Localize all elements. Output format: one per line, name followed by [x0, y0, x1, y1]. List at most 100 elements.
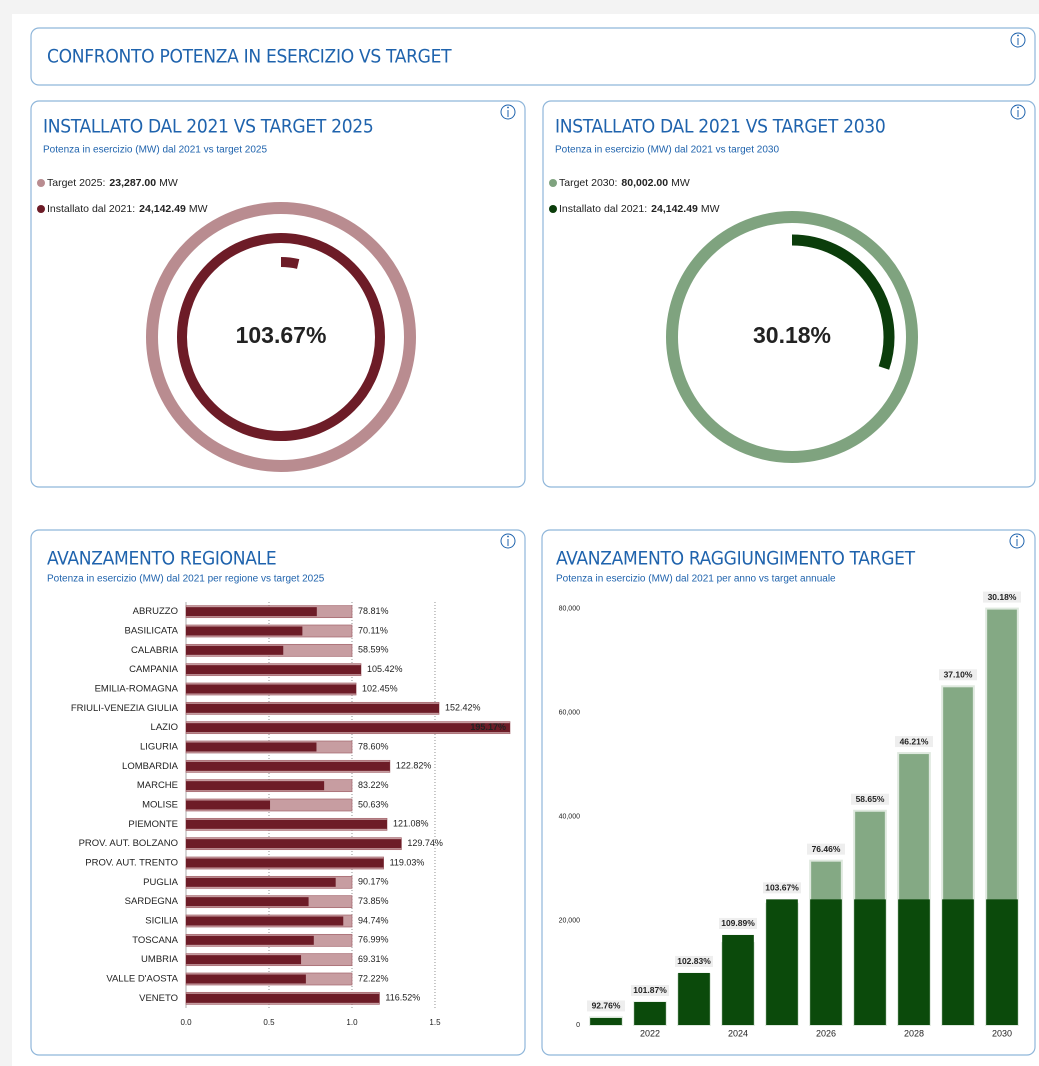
- panel: [30, 529, 526, 1056]
- target-ring: [666, 211, 918, 463]
- category-label: LOMBARDIA: [122, 761, 179, 772]
- chart-subtitle: Potenza in esercizio (MW) dal 2021 vs ta…: [43, 145, 267, 156]
- chart-title: AVANZAMENTO REGIONALE: [47, 548, 276, 570]
- bar: [186, 665, 361, 675]
- annotation-bg: [763, 882, 801, 894]
- x-tick-label: 2030: [992, 1028, 1012, 1038]
- annotation-bg: [983, 591, 1021, 603]
- value-label: 72.22%: [358, 973, 389, 983]
- value-label: 129.74%: [407, 838, 443, 848]
- category-label: FRIULI-VENEZIA GIULIA: [71, 703, 179, 714]
- bar: [898, 899, 930, 1025]
- value-label: 121.08%: [393, 819, 429, 829]
- info-icon[interactable]: [1009, 533, 1025, 549]
- legend-name: Installato dal 2021:: [559, 203, 647, 215]
- legend-entry: Installato dal 2021: 24,142.49 MW: [559, 203, 720, 215]
- legend-unit: MW: [159, 177, 178, 189]
- bar: [186, 935, 314, 945]
- y-tick-label: 80,000: [559, 605, 581, 612]
- chart-subtitle: Potenza in esercizio (MW) dal 2021 per a…: [556, 574, 836, 585]
- legend-name: Installato dal 2021:: [47, 203, 135, 215]
- category-label: SARDEGNA: [125, 896, 179, 907]
- y-tick-label: 60,000: [559, 710, 581, 717]
- category-label: CAMPANIA: [129, 664, 179, 675]
- y-tick-label: 0: [576, 1022, 580, 1029]
- value-label: 94.74%: [358, 915, 389, 925]
- x-tick-label: 1.5: [429, 1018, 441, 1027]
- x-tick-label: 1.0: [346, 1018, 358, 1027]
- legend-entry: Target 2025: 23,287.00 MW: [47, 177, 178, 189]
- bar: [722, 934, 754, 1025]
- header-panel: [30, 27, 1036, 86]
- x-tick-label: 2028: [904, 1028, 924, 1038]
- bar: [186, 723, 510, 733]
- bar: [986, 899, 1018, 1025]
- annotation-bg: [939, 669, 977, 681]
- legend-swatch: [549, 205, 557, 213]
- panel: [30, 100, 526, 488]
- chart-title: INSTALLATO DAL 2021 VS TARGET 2025: [43, 116, 373, 138]
- legend-unit: MW: [671, 177, 690, 189]
- value-label: 90.17%: [358, 877, 389, 887]
- value-label: 152.42%: [445, 703, 481, 713]
- x-tick-label: 2026: [816, 1028, 836, 1038]
- x-tick-label: 2024: [728, 1028, 748, 1038]
- legend-value: 24,142.49: [651, 203, 698, 215]
- chart-title: AVANZAMENTO RAGGIUNGIMENTO TARGET: [556, 548, 916, 570]
- bar: [186, 858, 384, 868]
- chart-subtitle: Potenza in esercizio (MW) dal 2021 per r…: [47, 574, 325, 585]
- info-icon[interactable]: [1010, 104, 1026, 120]
- bar: [186, 800, 271, 810]
- bar: [186, 607, 317, 617]
- header-title: CONFRONTO POTENZA IN ESERCIZIO VS TARGET: [47, 46, 452, 68]
- y-tick-label: 20,000: [559, 918, 581, 925]
- value-label: 70.11%: [358, 625, 388, 635]
- category-label: BASILICATA: [125, 626, 179, 637]
- value-label: 78.81%: [358, 606, 389, 616]
- annotation: 76.46%: [812, 844, 841, 854]
- info-icon[interactable]: [500, 533, 516, 549]
- category-label: PROV. AUT. BOLZANO: [79, 838, 178, 849]
- center-label: 30.18%: [753, 322, 831, 348]
- category-label: VENETO: [139, 993, 178, 1004]
- annotation: 58.65%: [856, 794, 885, 804]
- annotation: 92.76%: [592, 1001, 621, 1011]
- annotation: 30.18%: [988, 592, 1017, 602]
- legend-entry: Target 2030: 80,002.00 MW: [559, 177, 690, 189]
- annotation: 109.89%: [721, 918, 755, 928]
- value-label: 50.63%: [358, 799, 389, 809]
- legend-value: 80,002.00: [621, 177, 668, 189]
- bar: [590, 1017, 622, 1025]
- bar: [186, 742, 317, 752]
- panel: [542, 100, 1036, 488]
- chart-subtitle: Potenza in esercizio (MW) dal 2021 vs ta…: [555, 145, 779, 156]
- category-label: TOSCANA: [132, 935, 178, 946]
- value-label: 122.82%: [396, 761, 432, 771]
- legend-swatch: [37, 205, 45, 213]
- category-label: PIEMONTE: [128, 819, 178, 830]
- legend-swatch: [549, 179, 557, 187]
- bar: [186, 781, 325, 791]
- category-label: PUGLIA: [143, 877, 179, 888]
- value-label: 76.99%: [358, 935, 389, 945]
- bar: [186, 645, 284, 655]
- installed-arc: [280, 257, 300, 269]
- info-icon[interactable]: [1010, 32, 1026, 48]
- category-label: MOLISE: [142, 800, 178, 811]
- x-tick-label: 2022: [640, 1028, 660, 1038]
- bar: [186, 993, 380, 1003]
- info-icon[interactable]: [500, 104, 516, 120]
- category-label: CALABRIA: [131, 645, 179, 656]
- target-ring: [146, 202, 416, 472]
- bar: [186, 626, 303, 636]
- annotation-bg: [807, 843, 845, 855]
- value-label: 69.31%: [358, 954, 389, 964]
- legend-swatch: [37, 179, 45, 187]
- bar: [810, 899, 842, 1025]
- legend-name: Target 2030:: [559, 177, 617, 189]
- legend-unit: MW: [189, 203, 208, 215]
- category-label: ABRUZZO: [133, 606, 178, 617]
- value-label: 116.52%: [385, 993, 420, 1003]
- value-label: 78.60%: [358, 741, 389, 751]
